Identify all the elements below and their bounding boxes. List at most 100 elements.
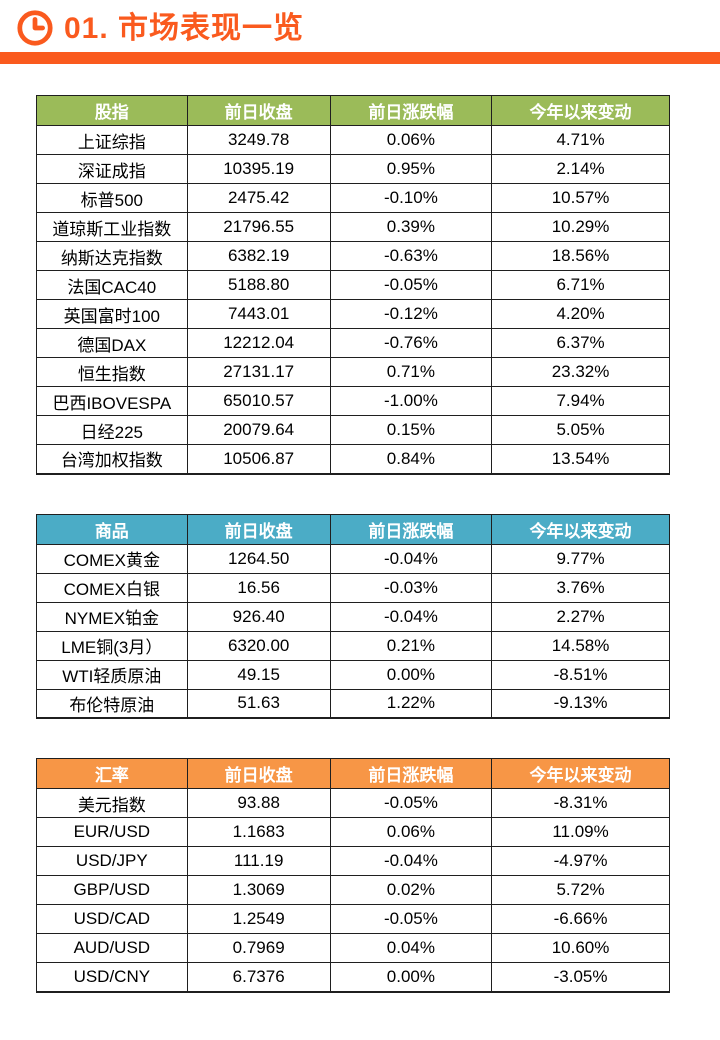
cell: 0.71% — [329, 357, 493, 387]
cell: 深证成指 — [36, 154, 188, 184]
table-row: 德国DAX 12212.04 -0.76% 6.37% — [36, 328, 670, 358]
cell: 6320.00 — [186, 630, 331, 661]
cell: GBP/USD — [36, 875, 188, 905]
cell: 巴西IBOVESPA — [36, 386, 188, 416]
column-header: 前日收盘 — [186, 513, 331, 545]
cell: 日经225 — [36, 415, 188, 445]
table-row: USD/CAD 1.2549 -0.05% -6.66% — [36, 904, 670, 934]
table-row: NYMEX铂金 926.40 -0.04% 2.27% — [36, 601, 670, 632]
commodities-table: 商品 前日收盘 前日涨跌幅 今年以来变动 COMEX黄金 1264.50 -0.04% 9.7… — [36, 513, 670, 719]
cell: AUD/USD — [36, 933, 188, 963]
cell: 10.60% — [491, 933, 670, 963]
table-row: 上证综指 3249.78 0.06% 4.71% — [36, 125, 670, 155]
page-header: 01. 市场表现一览 — [0, 0, 720, 52]
cell: 16.56 — [186, 572, 331, 603]
cell: 4.71% — [491, 125, 670, 155]
cell: 10.57% — [491, 183, 670, 213]
cell: 111.19 — [186, 846, 331, 876]
table-row: 法国CAC40 5188.80 -0.05% 6.71% — [36, 270, 670, 300]
cell: 2.27% — [491, 601, 670, 632]
cell: 英国富时100 — [36, 299, 188, 329]
cell: 6.7376 — [186, 962, 331, 992]
cell: -0.76% — [329, 328, 493, 358]
cell: 2475.42 — [186, 183, 331, 213]
table-row: WTI轻质原油 49.15 0.00% -8.51% — [36, 659, 670, 690]
column-header: 汇率 — [36, 758, 188, 789]
cell: -0.04% — [329, 543, 493, 574]
cell: -0.04% — [329, 846, 493, 876]
cell: 18.56% — [491, 241, 670, 271]
cell: USD/CNY — [36, 962, 188, 992]
cell: 1.22% — [329, 688, 493, 719]
table-row: LME铜(3月） 6320.00 0.21% 14.58% — [36, 630, 670, 661]
table-row: COMEX黄金 1264.50 -0.04% 9.77% — [36, 543, 670, 574]
cell: 0.39% — [329, 212, 493, 242]
cell: 3.76% — [491, 572, 670, 603]
table-row: 布伦特原油 51.63 1.22% -9.13% — [36, 688, 670, 719]
cell: 台湾加权指数 — [36, 444, 188, 474]
cell: -0.63% — [329, 241, 493, 271]
cell: 上证综指 — [36, 125, 188, 155]
table-row: USD/CNY 6.7376 0.00% -3.05% — [36, 962, 670, 992]
table-row: COMEX白银 16.56 -0.03% 3.76% — [36, 572, 670, 603]
table-row: AUD/USD 0.7969 0.04% 10.60% — [36, 933, 670, 963]
cell: 0.84% — [329, 444, 493, 474]
cell: 1.2549 — [186, 904, 331, 934]
cell: 0.21% — [329, 630, 493, 661]
cell: -3.05% — [491, 962, 670, 992]
cell: 3249.78 — [186, 125, 331, 155]
column-header: 商品 — [36, 513, 188, 545]
cell: NYMEX铂金 — [36, 601, 188, 632]
table-row: 标普500 2475.42 -0.10% 10.57% — [36, 183, 670, 213]
clock-icon — [17, 10, 53, 46]
table-row: 英国富时100 7443.01 -0.12% 4.20% — [36, 299, 670, 329]
cell: 5.72% — [491, 875, 670, 905]
cell: WTI轻质原油 — [36, 659, 188, 690]
cell: 纳斯达克指数 — [36, 241, 188, 271]
cell: 0.00% — [329, 659, 493, 690]
table-row: 台湾加权指数 10506.87 0.84% 13.54% — [36, 444, 670, 474]
cell: 9.77% — [491, 543, 670, 574]
cell: 道琼斯工业指数 — [36, 212, 188, 242]
cell: 0.95% — [329, 154, 493, 184]
cell: 布伦特原油 — [36, 688, 188, 719]
column-header: 前日涨跌幅 — [329, 95, 493, 126]
cell: 5.05% — [491, 415, 670, 445]
cell: 6382.19 — [186, 241, 331, 271]
cell: 1.3069 — [186, 875, 331, 905]
table-row: 深证成指 10395.19 0.95% 2.14% — [36, 154, 670, 184]
cell: COMEX白银 — [36, 572, 188, 603]
cell: -8.31% — [491, 788, 670, 818]
cell: 7.94% — [491, 386, 670, 416]
cell: -0.10% — [329, 183, 493, 213]
column-header: 前日收盘 — [186, 758, 331, 789]
column-header: 股指 — [36, 95, 188, 126]
cell: 20079.64 — [186, 415, 331, 445]
cell: 65010.57 — [186, 386, 331, 416]
cell: 0.02% — [329, 875, 493, 905]
column-header: 前日涨跌幅 — [329, 758, 493, 789]
cell: 14.58% — [491, 630, 670, 661]
table-header-row: 股指 前日收盘 前日涨跌幅 今年以来变动 — [36, 95, 670, 126]
cell: -1.00% — [329, 386, 493, 416]
accent-bar — [0, 52, 720, 64]
table-row: GBP/USD 1.3069 0.02% 5.72% — [36, 875, 670, 905]
cell: 93.88 — [186, 788, 331, 818]
cell: -8.51% — [491, 659, 670, 690]
cell: 1.1683 — [186, 817, 331, 847]
stock-indices-table: 股指 前日收盘 前日涨跌幅 今年以来变动 上证综指 3249.78 0.06% 4.71% 深证… — [36, 95, 670, 475]
table-row: 美元指数 93.88 -0.05% -8.31% — [36, 788, 670, 818]
cell: 0.06% — [329, 817, 493, 847]
cell: 2.14% — [491, 154, 670, 184]
cell: -9.13% — [491, 688, 670, 719]
cell: 德国DAX — [36, 328, 188, 358]
cell: 7443.01 — [186, 299, 331, 329]
cell: 12212.04 — [186, 328, 331, 358]
table-row: 日经225 20079.64 0.15% 5.05% — [36, 415, 670, 445]
cell: 23.32% — [491, 357, 670, 387]
cell: 美元指数 — [36, 788, 188, 818]
table-header-row: 商品 前日收盘 前日涨跌幅 今年以来变动 — [36, 513, 670, 545]
cell: 5188.80 — [186, 270, 331, 300]
cell: 0.00% — [329, 962, 493, 992]
cell: 标普500 — [36, 183, 188, 213]
